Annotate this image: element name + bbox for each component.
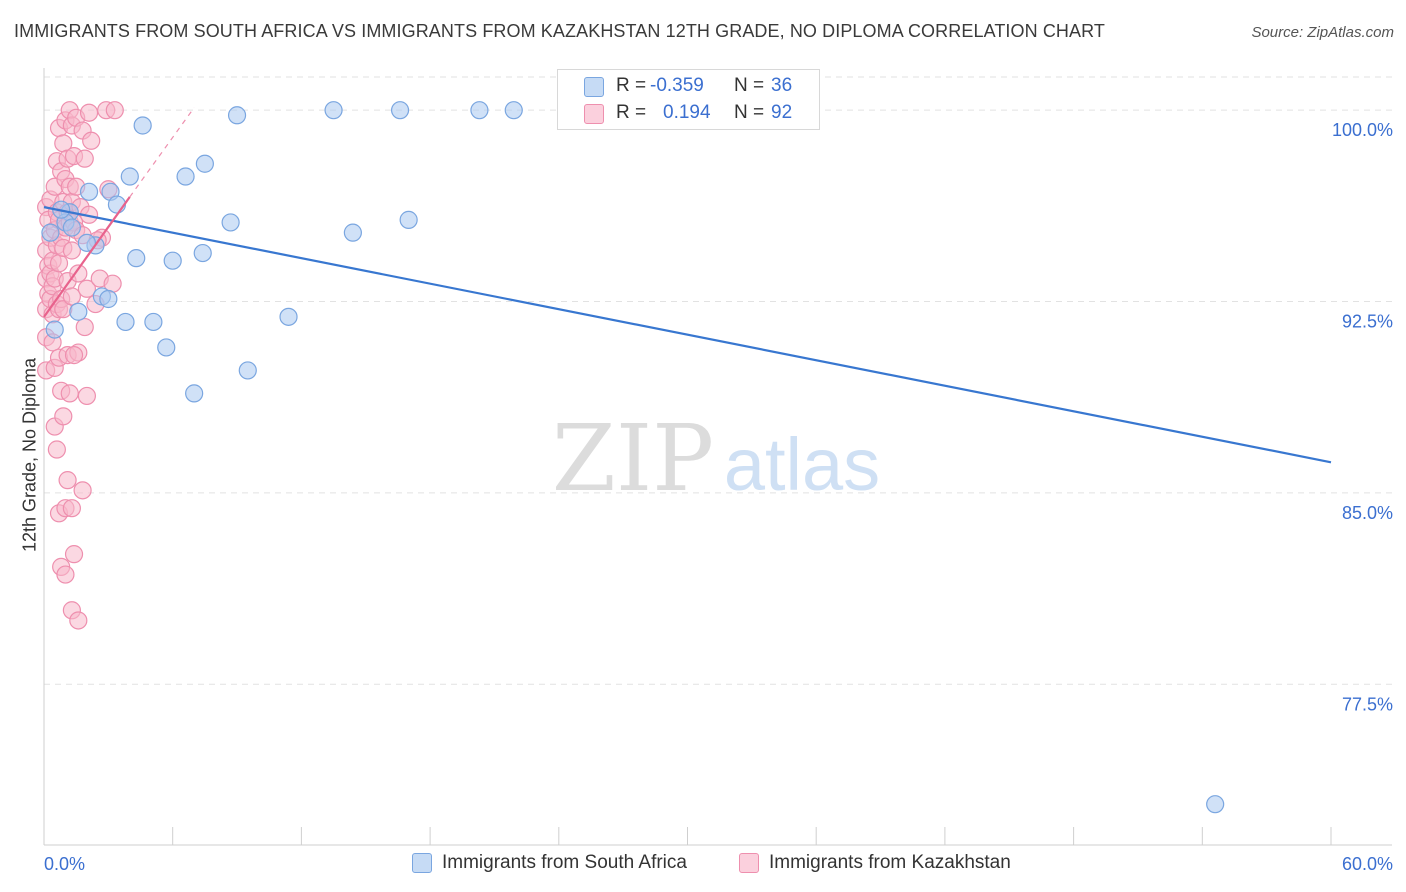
watermark: ZIP atlas xyxy=(552,405,880,512)
point-kazakhstan xyxy=(62,241,81,260)
y-tick-label: 85.0% xyxy=(1342,503,1393,523)
axis-layer xyxy=(43,68,1392,846)
tick-label-layer: 77.5% 85.0% 92.5% 100.0% 0.0% 60.0% xyxy=(44,120,1393,874)
trend-line-kazakhstan-extension xyxy=(129,107,195,198)
point-south-africa xyxy=(127,249,146,268)
point-kazakhstan xyxy=(47,440,66,459)
points-layer xyxy=(37,101,1225,814)
point-south-africa xyxy=(45,320,64,339)
point-south-africa xyxy=(504,101,523,120)
trend-line-kazakhstan xyxy=(43,196,131,318)
point-south-africa xyxy=(144,312,163,332)
legend-r-value-1: -0.359 xyxy=(650,75,704,96)
chart-title: IMMIGRANTS FROM SOUTH AFRICA VS IMMIGRAN… xyxy=(14,21,1106,41)
legend-r-value-2: 0.194 xyxy=(663,102,711,123)
point-kazakhstan xyxy=(58,471,77,490)
legend-swatch-south-africa-bottom xyxy=(412,853,432,873)
point-south-africa xyxy=(1206,795,1225,814)
x-tick-label-min: 0.0% xyxy=(44,854,85,874)
legend-swatch-kazakhstan-bottom xyxy=(739,853,759,873)
point-kazakhstan xyxy=(75,317,94,337)
legend-swatch-kazakhstan xyxy=(584,104,604,124)
point-south-africa xyxy=(77,233,97,252)
point-kazakhstan xyxy=(69,611,88,630)
point-south-africa xyxy=(227,106,247,125)
point-kazakhstan xyxy=(62,287,81,306)
point-kazakhstan xyxy=(60,384,79,403)
correlation-legend: R = -0.359 N = 36 R = 0.194 N = 92 xyxy=(557,69,820,130)
legend-n-label-1: N = xyxy=(734,75,765,96)
point-kazakhstan xyxy=(62,499,81,518)
point-south-africa xyxy=(62,218,81,237)
point-south-africa xyxy=(176,167,195,186)
point-kazakhstan xyxy=(69,264,88,283)
legend-swatch-south-africa xyxy=(584,77,604,97)
point-south-africa xyxy=(343,223,362,242)
y-tick-label: 100.0% xyxy=(1332,120,1393,140)
point-south-africa xyxy=(69,302,88,321)
legend-item-south-africa: Immigrants from South Africa xyxy=(412,852,687,874)
watermark-atlas: atlas xyxy=(724,423,880,506)
point-south-africa xyxy=(41,223,60,242)
legend-r-label-2: R = xyxy=(616,102,647,123)
legend-label-south-africa: Immigrants from South Africa xyxy=(442,852,687,873)
grid-layer xyxy=(44,76,1392,685)
point-south-africa xyxy=(133,116,152,135)
point-south-africa xyxy=(107,195,127,214)
point-south-africa xyxy=(221,213,240,232)
watermark-zip: ZIP xyxy=(552,405,714,512)
point-kazakhstan xyxy=(49,254,69,273)
point-kazakhstan xyxy=(79,103,99,122)
source-credit: Source: ZipAtlas.com xyxy=(1251,24,1394,41)
legend-label-kazakhstan: Immigrants from Kazakhstan xyxy=(769,852,1011,873)
point-kazakhstan xyxy=(75,149,94,168)
point-kazakhstan xyxy=(77,386,97,406)
legend-n-label-2: N = xyxy=(734,102,765,123)
point-south-africa xyxy=(195,154,214,173)
point-south-africa xyxy=(279,307,298,326)
legend-n-value-2: 92 xyxy=(771,102,793,123)
bottom-legend: Immigrants from South Africa Immigrants … xyxy=(0,850,1406,880)
point-south-africa xyxy=(120,167,139,186)
point-kazakhstan xyxy=(64,545,84,564)
point-kazakhstan xyxy=(54,407,73,426)
point-south-africa xyxy=(238,361,257,380)
point-kazakhstan xyxy=(73,481,92,500)
point-south-africa xyxy=(324,101,343,120)
point-kazakhstan xyxy=(64,346,84,365)
point-south-africa xyxy=(157,338,176,357)
trend-layer xyxy=(43,107,1332,464)
point-kazakhstan xyxy=(77,279,97,298)
point-kazakhstan xyxy=(105,101,124,120)
point-kazakhstan xyxy=(82,131,101,150)
point-south-africa xyxy=(193,243,212,263)
y-tick-label: 77.5% xyxy=(1342,694,1393,714)
point-south-africa xyxy=(116,312,135,332)
legend-r-label-1: R = xyxy=(616,75,647,96)
point-south-africa xyxy=(185,384,204,403)
y-axis-title: 12th Grade, No Diploma xyxy=(19,357,40,553)
point-south-africa xyxy=(163,251,182,270)
point-south-africa xyxy=(79,182,99,201)
point-south-africa xyxy=(99,289,118,309)
point-south-africa xyxy=(470,101,489,120)
point-south-africa xyxy=(390,101,410,120)
point-south-africa xyxy=(399,210,418,229)
legend-n-value-1: 36 xyxy=(771,75,793,96)
point-kazakhstan xyxy=(56,565,75,584)
y-tick-label: 92.5% xyxy=(1342,312,1393,332)
x-tick-label-max: 60.0% xyxy=(1342,854,1393,874)
trend-line-south-africa xyxy=(43,206,1332,464)
legend-item-kazakhstan: Immigrants from Kazakhstan xyxy=(739,852,1011,874)
